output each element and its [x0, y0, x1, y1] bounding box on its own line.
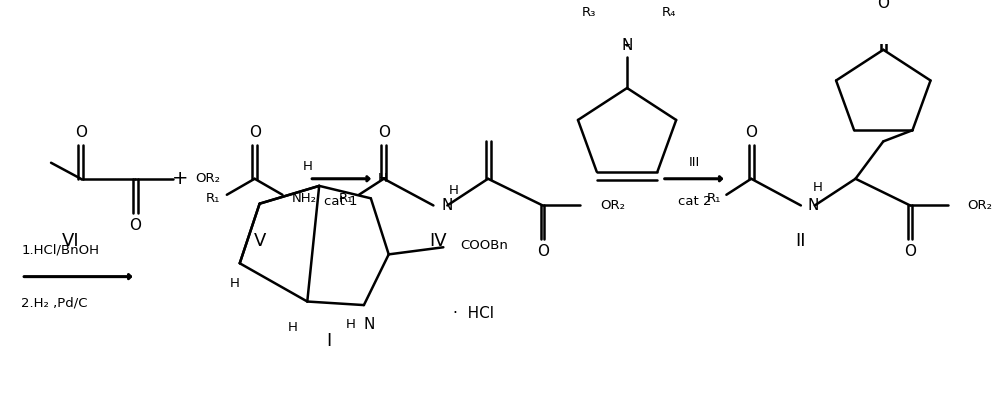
Text: H: H [230, 277, 240, 290]
Text: I: I [327, 332, 332, 350]
Text: R₁: R₁ [706, 192, 721, 205]
Text: R₄: R₄ [662, 6, 676, 19]
Text: O: O [378, 125, 390, 140]
Text: H: H [346, 318, 356, 331]
Text: VI: VI [62, 232, 80, 250]
Text: N: N [441, 198, 453, 213]
Text: ·  HCl: · HCl [453, 306, 494, 322]
Text: O: O [75, 125, 87, 140]
Text: N: N [363, 317, 375, 332]
Text: cat 1: cat 1 [324, 195, 358, 208]
Text: OR₂: OR₂ [195, 172, 220, 185]
Text: NH₂: NH₂ [292, 192, 317, 205]
Text: O: O [877, 0, 889, 11]
Text: H: H [287, 321, 297, 334]
Text: IV: IV [430, 232, 447, 250]
Text: cat 2: cat 2 [678, 195, 711, 208]
Text: +: + [172, 169, 188, 188]
Text: O: O [249, 125, 261, 140]
Text: O: O [537, 244, 549, 259]
Text: O: O [904, 244, 916, 259]
Text: N: N [621, 38, 633, 53]
Text: R₁: R₁ [339, 192, 353, 205]
Text: II: II [796, 232, 806, 250]
Text: R₃: R₃ [582, 6, 597, 19]
Text: H: H [813, 181, 823, 194]
Text: N: N [808, 198, 819, 213]
Text: III: III [689, 156, 700, 169]
Text: R₁: R₁ [206, 192, 220, 205]
Text: H: H [302, 160, 312, 173]
Text: H: H [378, 172, 388, 185]
Text: OR₂: OR₂ [968, 199, 993, 212]
Text: COOBn: COOBn [460, 239, 508, 252]
Text: 1.HCl/BnOH: 1.HCl/BnOH [21, 243, 99, 256]
Text: O: O [745, 125, 757, 140]
Text: H: H [448, 184, 458, 197]
Text: OR₂: OR₂ [600, 199, 625, 212]
Text: O: O [129, 217, 141, 232]
Text: 2.H₂ ,Pd/C: 2.H₂ ,Pd/C [21, 297, 88, 310]
Text: V: V [253, 232, 266, 250]
